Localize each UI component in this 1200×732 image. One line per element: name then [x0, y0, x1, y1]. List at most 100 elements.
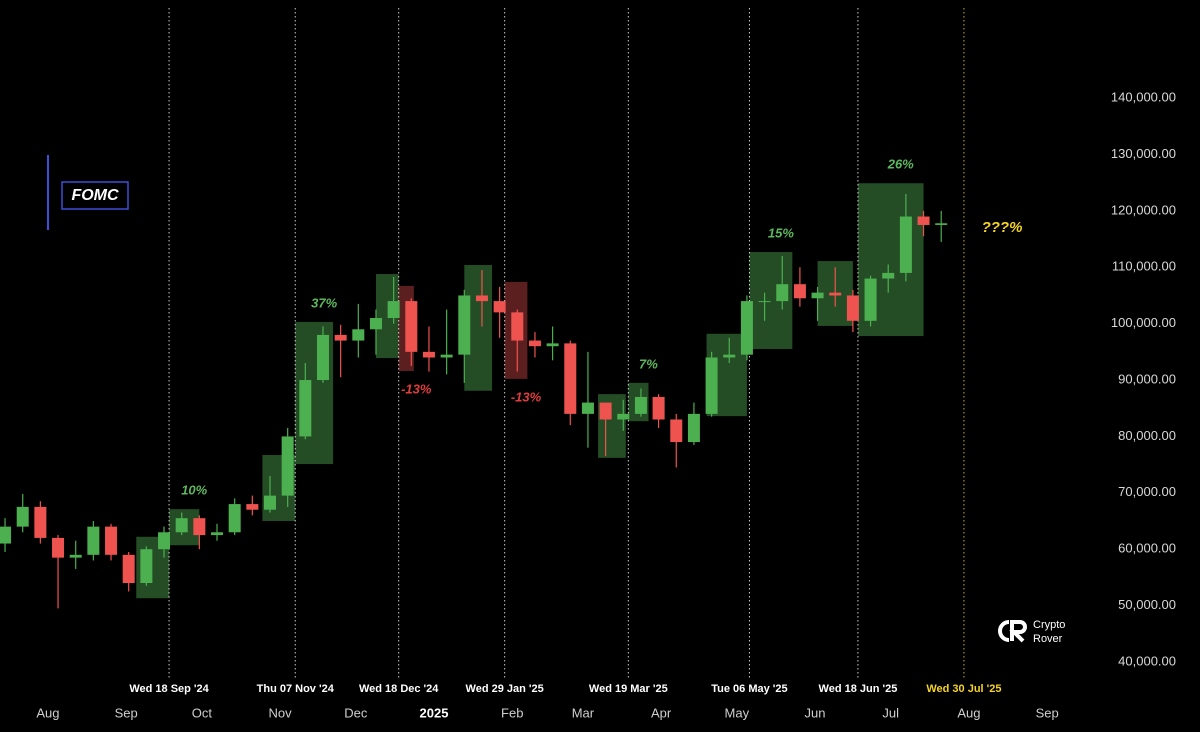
candle-body	[917, 216, 930, 225]
candle-body	[475, 295, 488, 302]
candle-body	[405, 301, 418, 352]
box-label: -13%	[511, 389, 542, 404]
brand-line1: Crypto	[1033, 619, 1065, 631]
candle-body	[228, 504, 241, 533]
x-tick-label: Aug	[36, 705, 59, 720]
candle-body	[511, 312, 524, 341]
candle-body	[264, 495, 276, 510]
event-label: Wed 18 Dec '24	[359, 683, 439, 695]
candle-body	[829, 292, 842, 296]
candle-body	[158, 532, 171, 550]
candle-body	[899, 216, 912, 273]
box-label: 10%	[181, 483, 207, 498]
x-tick-label: Sep	[115, 705, 138, 720]
candle-body	[387, 301, 400, 319]
candle-body	[281, 436, 294, 496]
candle-body	[581, 402, 594, 414]
candle-body	[175, 518, 188, 533]
legend-box	[61, 181, 129, 210]
y-tick-label: 100,000.00	[1111, 315, 1176, 330]
candle-body	[599, 402, 612, 420]
x-tick-label: Apr	[651, 705, 672, 720]
logo-c	[998, 620, 1010, 642]
x-tick-label: Jun	[805, 705, 826, 720]
event-label: Wed 18 Sep '24	[129, 683, 209, 695]
candle-body	[0, 526, 12, 544]
candle-body	[528, 340, 541, 347]
candle-body	[882, 272, 895, 279]
y-tick-label: 40,000.00	[1118, 653, 1176, 668]
candle-body	[422, 351, 435, 358]
candle-body	[316, 334, 329, 381]
candle-body	[440, 354, 453, 358]
box-label: 15%	[768, 225, 794, 240]
candle-body	[634, 396, 647, 414]
candle-body	[546, 343, 559, 347]
y-tick-label: 140,000.00	[1111, 90, 1176, 105]
candle-body	[687, 413, 700, 443]
y-tick-label: 50,000.00	[1118, 597, 1176, 612]
x-tick-label: Nov	[269, 705, 293, 720]
box-label: -13%	[401, 381, 432, 396]
candle-body	[122, 554, 135, 584]
candle-body	[617, 413, 630, 420]
y-tick-label: 60,000.00	[1118, 541, 1176, 556]
candle-body	[352, 329, 365, 341]
box-label: 26%	[887, 157, 914, 172]
event-label: Thu 07 Nov '24	[257, 683, 335, 695]
legend-label: FOMC	[71, 187, 119, 204]
candle-body	[334, 334, 347, 341]
x-tick-label: Feb	[501, 705, 523, 720]
y-tick-label: 70,000.00	[1118, 484, 1176, 499]
box-label: 37%	[311, 295, 337, 310]
y-tick-label: 110,000.00	[1112, 259, 1176, 274]
candle-body	[34, 506, 47, 538]
candle-body	[670, 419, 683, 443]
candle-body	[776, 284, 789, 302]
y-tick-label: 130,000.00	[1111, 146, 1176, 161]
candle-body	[564, 343, 577, 414]
x-tick-label: Oct	[192, 705, 213, 720]
event-label: Wed 29 Jan '25	[466, 683, 544, 695]
event-label: Wed 19 Mar '25	[589, 683, 668, 695]
x-tick-label: Aug	[957, 705, 980, 720]
candle-body	[16, 506, 29, 527]
x-tick-label: 2025	[420, 705, 449, 720]
candle-body	[369, 318, 382, 330]
candle-body	[105, 526, 118, 555]
candle-body	[793, 284, 806, 299]
y-tick-label: 80,000.00	[1118, 428, 1176, 443]
candle-body	[935, 223, 948, 225]
candle-body	[864, 278, 877, 321]
x-tick-label: Mar	[572, 705, 595, 720]
brand-logo	[998, 620, 1027, 643]
candle-body	[723, 354, 736, 358]
x-tick-label: Sep	[1036, 705, 1059, 720]
candle-body	[846, 295, 859, 321]
annotation: ???%	[982, 219, 1023, 236]
candle-body	[811, 292, 824, 299]
candle-body	[458, 295, 471, 355]
candle-body	[140, 549, 153, 584]
event-label: Wed 18 Jun '25	[819, 683, 898, 695]
logo-r	[1009, 620, 1027, 643]
box-label: 7%	[639, 356, 658, 371]
candle-body	[52, 537, 65, 558]
candle-body	[493, 301, 506, 313]
y-tick-label: 90,000.00	[1118, 371, 1176, 386]
candle-body	[211, 532, 224, 536]
y-tick-label: 120,000.00	[1111, 202, 1176, 217]
x-tick-label: Jul	[882, 705, 899, 720]
fomc-box	[375, 274, 399, 359]
candle-body	[740, 301, 753, 355]
x-tick-label: Dec	[344, 705, 368, 720]
candle-body	[758, 301, 771, 303]
candle-body	[193, 518, 206, 536]
candle-body	[299, 380, 312, 437]
candle-body	[652, 396, 665, 420]
event-label: Tue 06 May '25	[711, 683, 787, 695]
candle-body	[246, 504, 259, 510]
